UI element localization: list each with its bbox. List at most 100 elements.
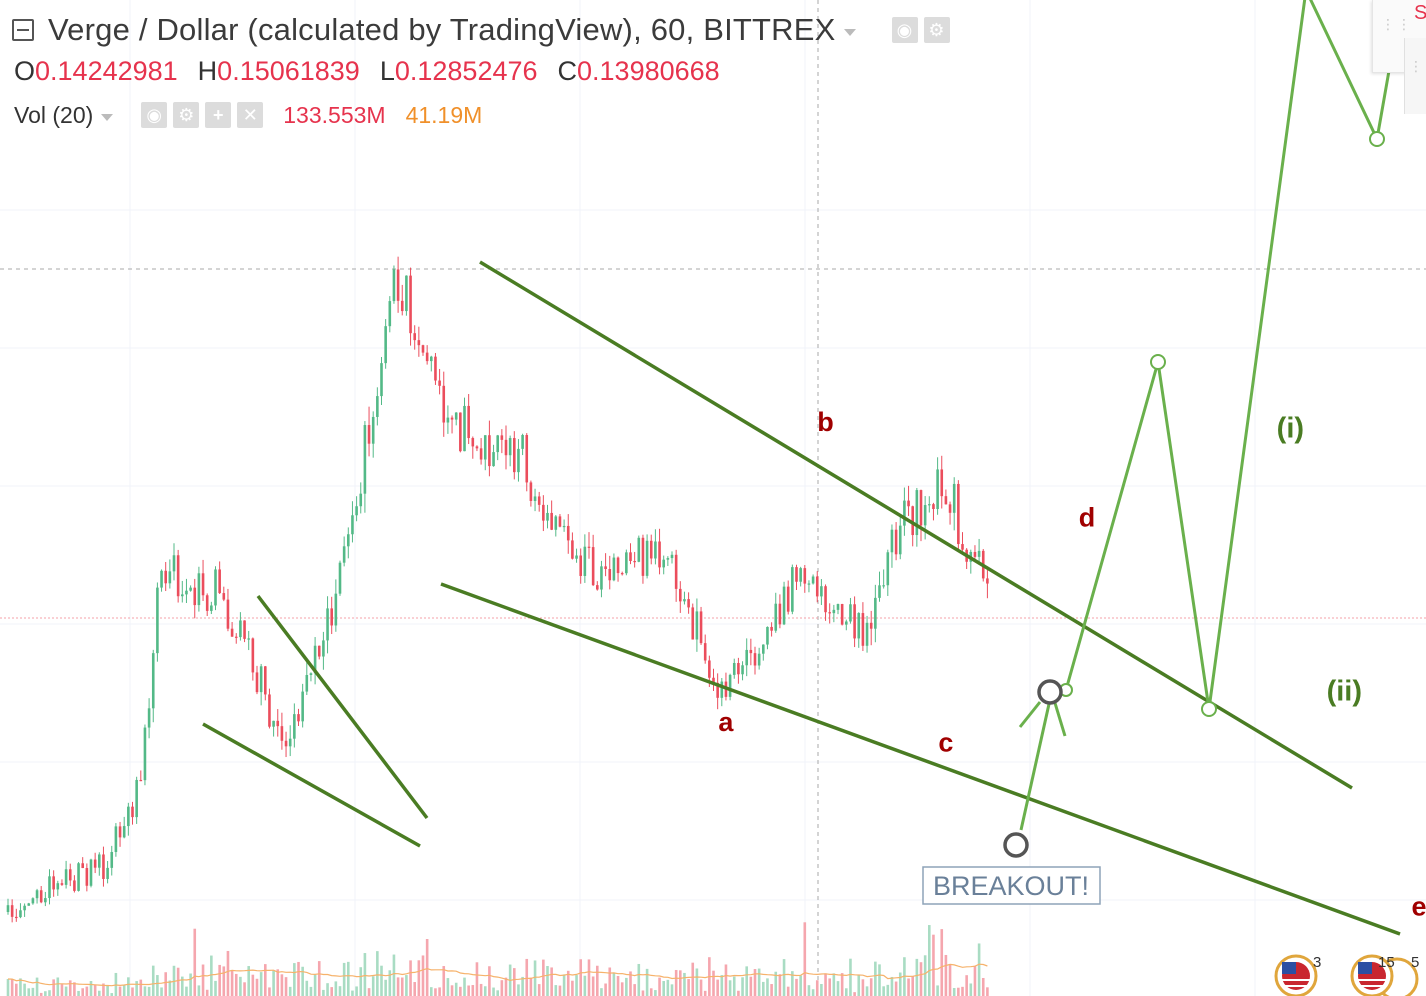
volume-bar (550, 967, 553, 996)
breakout-arrow-shaft[interactable] (1019, 703, 1051, 831)
volume-bar (471, 985, 475, 996)
candle (110, 845, 114, 876)
wave-iv-point[interactable] (1369, 131, 1385, 147)
candle (608, 555, 612, 590)
candle (326, 596, 329, 654)
us-flag-badge-left[interactable] (1274, 954, 1318, 996)
candle-body (471, 438, 475, 447)
candle-body (517, 448, 520, 473)
drawings[interactable]: BREAKOUT! (202, 0, 1412, 936)
flag-upper-trendline[interactable] (256, 594, 429, 820)
candle-body (596, 585, 599, 590)
candle (600, 560, 603, 598)
volume-bar (662, 981, 665, 996)
side-panel-handle-secondary[interactable]: ⋮⋮ (1404, 38, 1426, 114)
eye-icon[interactable]: ◉ (891, 17, 918, 43)
wave-ii-point[interactable] (1201, 701, 1217, 717)
volume-bar (753, 969, 757, 996)
volume-bar (181, 976, 184, 996)
volume-gear-icon[interactable]: ⚙ (173, 102, 200, 128)
volume-bar (483, 986, 487, 996)
volume-bar (409, 960, 412, 996)
volume-plus-icon[interactable]: + (205, 102, 232, 128)
candle-body (762, 644, 765, 654)
volume-bar (911, 976, 914, 996)
volume-bar (517, 984, 520, 996)
candle-body (666, 558, 670, 560)
wedge-lower-trendline[interactable] (440, 582, 1401, 936)
volume-bar (815, 980, 819, 996)
breakout-arrow-right-wing[interactable] (1053, 702, 1067, 737)
candle-body (940, 469, 944, 497)
candle-body (376, 396, 379, 417)
candle (421, 344, 425, 356)
candle (712, 668, 715, 691)
volume-bar (156, 975, 159, 996)
volume-bar (326, 983, 329, 996)
candle-body (811, 576, 815, 584)
candle-body (774, 603, 778, 631)
volume-bar (210, 955, 213, 996)
candle-body (430, 356, 433, 362)
candle-body (616, 557, 620, 574)
volume-bar (537, 984, 541, 996)
breakout-circle-top[interactable] (1037, 679, 1063, 705)
wave-i-point[interactable] (1150, 354, 1166, 370)
candle (31, 897, 35, 905)
wave-projection-path[interactable] (1064, 0, 1412, 710)
volume-bar (641, 990, 645, 996)
candle-body (127, 806, 130, 827)
candle-body (782, 586, 786, 625)
drag-handle-icon[interactable]: ⋮⋮ (1381, 16, 1413, 32)
candle-body (247, 638, 250, 640)
candle-body (463, 405, 466, 452)
candle (666, 556, 670, 566)
candle-body (309, 673, 313, 675)
volume-bar (467, 985, 470, 996)
breakout-circle-bottom[interactable] (1003, 832, 1029, 858)
candle (566, 514, 570, 554)
candle-body (89, 859, 93, 886)
volume-chevron-down-icon[interactable] (101, 113, 114, 121)
breakout-callout-box[interactable] (922, 866, 1101, 905)
candle-body (878, 585, 881, 598)
volume-bar (421, 955, 425, 996)
collapse-legend-icon[interactable] (12, 19, 34, 41)
volume-bar (450, 985, 454, 996)
volume-bar (492, 987, 495, 996)
candle (35, 888, 39, 904)
candle (442, 371, 446, 437)
candle-body (317, 645, 321, 657)
breakout-arrow-left-wing[interactable] (1018, 701, 1042, 728)
drag-handle-icon-secondary[interactable]: ⋮⋮ (1409, 58, 1426, 74)
wedge-upper-trendline[interactable] (479, 260, 1353, 790)
candle (969, 549, 973, 574)
candle-body (425, 352, 429, 362)
candle (293, 703, 296, 748)
volume-eye-icon[interactable]: ◉ (141, 102, 168, 128)
ohlc-close: C0.13980668 (557, 56, 720, 86)
volume-bar (791, 971, 794, 996)
candle (317, 645, 321, 660)
flag-lower-trendline[interactable] (202, 722, 421, 848)
chevron-down-icon[interactable] (843, 28, 856, 36)
wave-label: c (938, 728, 953, 758)
volume-bar (965, 975, 968, 996)
candle-body (39, 890, 43, 903)
volume-close-icon[interactable]: ✕ (237, 102, 264, 128)
candle-body (550, 512, 553, 530)
candle (869, 610, 873, 646)
volume-bar (799, 975, 802, 996)
volume-bar (907, 978, 910, 996)
candle (259, 663, 263, 706)
candle (815, 571, 819, 603)
candle (770, 622, 773, 637)
candle (388, 296, 392, 333)
us-flag-badge-right[interactable] (1350, 954, 1419, 996)
gear-icon[interactable]: ⚙ (923, 17, 950, 43)
candle-body (255, 672, 259, 693)
candle-body (670, 554, 674, 559)
volume-bar (720, 975, 724, 996)
candle-body (836, 604, 840, 610)
